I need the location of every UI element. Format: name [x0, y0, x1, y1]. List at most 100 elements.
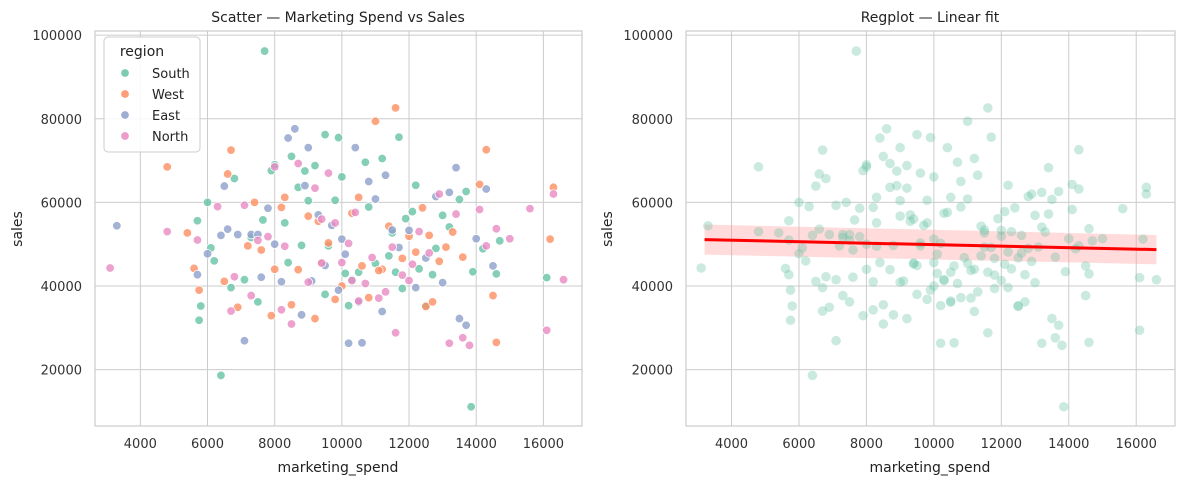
- point-south: [427, 269, 438, 280]
- fit-line-group: [704, 238, 1157, 252]
- regplot-point: [875, 257, 885, 268]
- regplot-point: [838, 290, 848, 301]
- point-south: [216, 370, 226, 381]
- regplot-point: [915, 168, 926, 178]
- point-south: [431, 243, 441, 254]
- regplot-point: [945, 192, 956, 203]
- point-east: [471, 234, 481, 244]
- regplot-point: [1020, 297, 1030, 307]
- left-y-tick-label: 100000: [32, 29, 82, 44]
- regplot-point: [898, 276, 909, 286]
- legend-marker-east: [120, 110, 130, 120]
- regplot-point: [861, 162, 872, 172]
- point-north: [360, 278, 371, 289]
- regplot-point: [1141, 189, 1152, 199]
- legend-label-east: East: [152, 109, 180, 124]
- regplot-point: [1003, 180, 1013, 191]
- regplot-point: [962, 258, 973, 269]
- point-north: [548, 189, 559, 199]
- regplot-point: [1026, 256, 1037, 267]
- regplot-point: [888, 240, 899, 251]
- point-north: [558, 275, 569, 285]
- point-south: [303, 196, 313, 206]
- point-east: [192, 269, 203, 280]
- regplot-point: [875, 133, 885, 143]
- regplot-point: [817, 282, 828, 293]
- point-north: [380, 287, 391, 297]
- point-north: [458, 333, 468, 343]
- point-north: [212, 201, 223, 212]
- regplot-point: [878, 319, 889, 329]
- regplot-point: [811, 276, 821, 287]
- regplot-point: [1013, 301, 1023, 312]
- regplot-point: [1080, 290, 1091, 301]
- point-west: [411, 247, 421, 257]
- regplot-point: [868, 304, 878, 315]
- point-south: [229, 173, 240, 184]
- point-north: [474, 204, 485, 215]
- point-south: [239, 275, 250, 285]
- regplot-point: [1010, 203, 1020, 213]
- regplot-point: [785, 315, 796, 326]
- point-west: [397, 253, 408, 264]
- right-x-axis-label: marketing_spend: [870, 460, 991, 476]
- point-south: [196, 301, 206, 311]
- regplot-point: [891, 180, 902, 191]
- regplot-point: [1067, 179, 1077, 190]
- left-x-tick-label: 16000: [523, 437, 564, 452]
- right-x-tick-labels: 4000 6000 8000 10000 12000 14000 16000: [715, 437, 1157, 452]
- left-y-tick-label: 20000: [41, 364, 82, 379]
- point-south: [364, 202, 374, 212]
- regplot-point: [1013, 300, 1023, 311]
- point-east: [269, 239, 280, 249]
- regplot-point: [881, 124, 892, 134]
- regplot-point: [993, 213, 1003, 224]
- regplot-point: [811, 181, 821, 191]
- point-south: [407, 206, 418, 217]
- point-west: [421, 301, 431, 312]
- point-south: [400, 213, 411, 224]
- regplot-point: [1060, 266, 1071, 277]
- regplot-point: [996, 275, 1007, 286]
- point-south: [495, 236, 505, 246]
- regplot-point: [989, 270, 1000, 280]
- regplot-point: [1003, 247, 1013, 257]
- regplot-point: [807, 370, 818, 381]
- regplot-point: [1043, 209, 1054, 219]
- regplot-point: [800, 256, 811, 266]
- regplot-point: [1134, 272, 1145, 283]
- regplot-point: [966, 293, 976, 303]
- regplot-point: [817, 306, 828, 316]
- regplot-point: [1040, 227, 1050, 237]
- point-north: [451, 209, 461, 219]
- legend-label-north: North: [152, 130, 188, 145]
- legend-marker-south: [120, 68, 130, 78]
- point-north: [444, 338, 455, 348]
- point-east: [263, 203, 273, 213]
- regplot-point: [969, 306, 980, 317]
- regplot-point: [979, 228, 990, 238]
- regplot-point: [1023, 191, 1034, 202]
- right-plot-area: [685, 30, 1176, 427]
- point-north: [387, 242, 397, 252]
- point-north: [303, 277, 313, 287]
- regplot-point: [969, 264, 980, 275]
- regplot-point: [962, 116, 973, 127]
- regplot-point: [780, 263, 791, 274]
- regplot-point: [794, 197, 804, 208]
- point-east: [461, 320, 471, 330]
- regplot-point: [1057, 340, 1067, 351]
- regplot-point: [959, 252, 970, 263]
- point-north: [367, 252, 377, 263]
- regplot-point: [999, 206, 1010, 217]
- regplot-point: [956, 176, 966, 187]
- point-south: [397, 283, 408, 294]
- regplot-point: [989, 253, 1000, 264]
- regplot-point: [838, 232, 848, 243]
- right-y-tick-label: 60000: [632, 196, 673, 211]
- point-west: [243, 241, 253, 251]
- point-south: [258, 215, 268, 225]
- point-west: [424, 230, 434, 241]
- point-west: [269, 264, 280, 274]
- regplot-point: [861, 264, 872, 275]
